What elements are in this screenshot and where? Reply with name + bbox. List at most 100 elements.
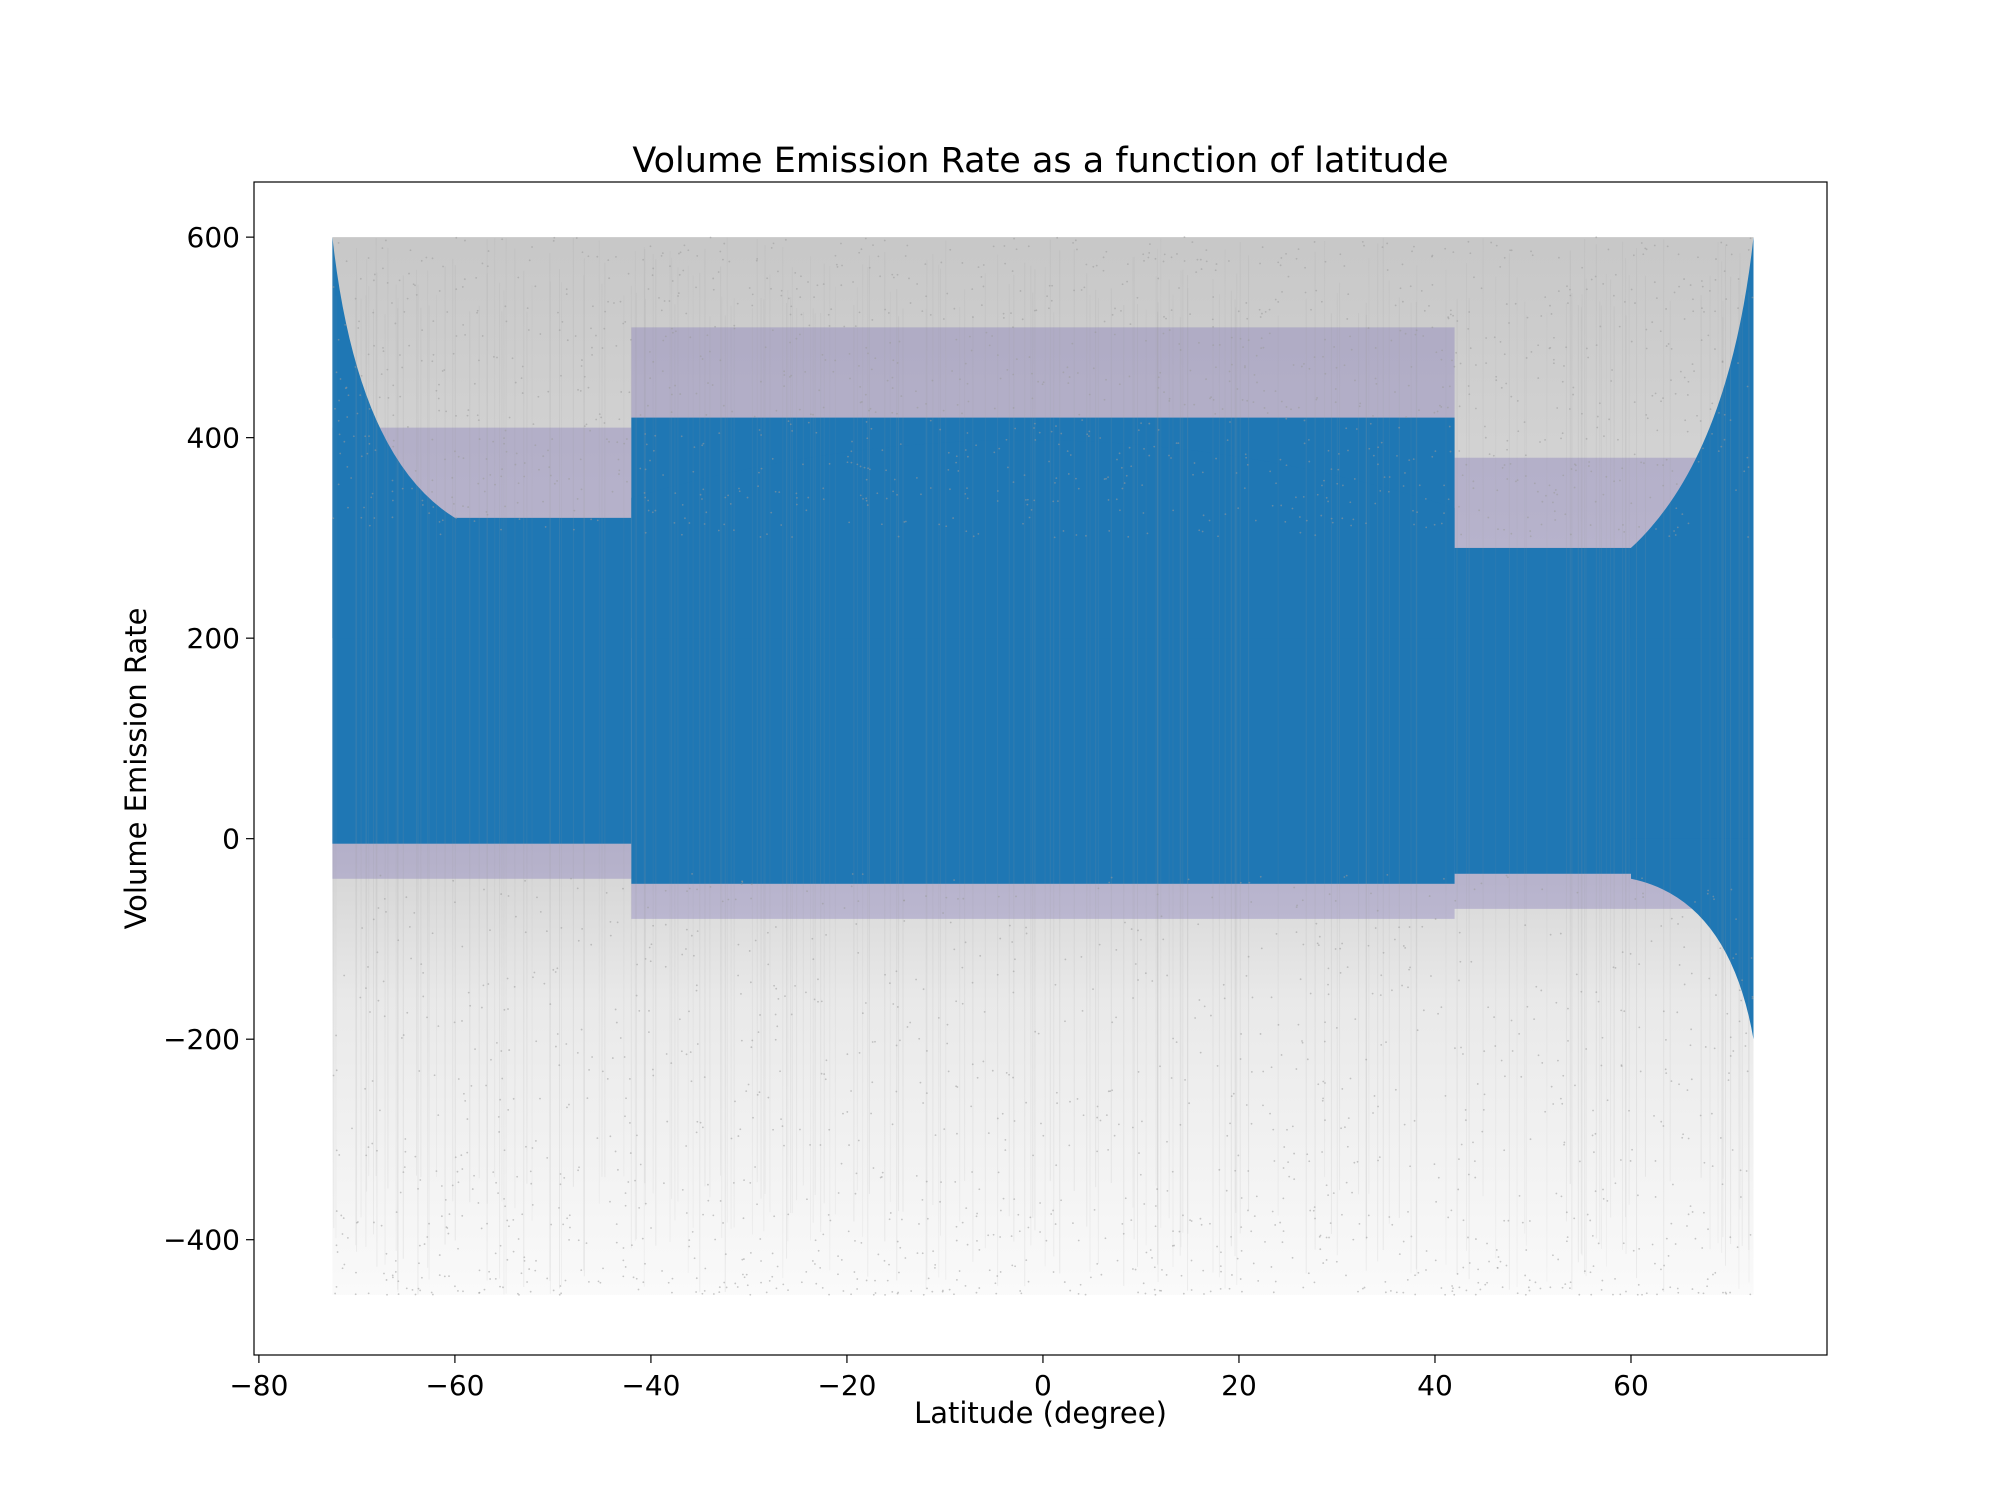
scatter-point xyxy=(1737,307,1739,310)
scatter-point xyxy=(553,482,556,485)
scatter-point xyxy=(1660,925,1663,927)
scatter-point xyxy=(580,488,583,491)
scatter-point xyxy=(1448,425,1451,428)
scatter-point xyxy=(683,244,686,247)
scatter-point xyxy=(972,535,975,538)
scatter-point xyxy=(1200,268,1203,270)
scatter-point xyxy=(1096,1150,1099,1153)
scatter-point xyxy=(1054,481,1056,484)
scatter-point xyxy=(964,362,967,365)
scatter-point xyxy=(1179,1123,1182,1126)
scatter-point xyxy=(1303,362,1305,365)
scatter-point xyxy=(1371,992,1374,995)
scatter-point xyxy=(868,468,871,471)
scatter-point xyxy=(1567,1007,1569,1010)
scatter-point xyxy=(1354,379,1356,382)
scatter-point xyxy=(591,305,594,308)
scatter-point xyxy=(1533,1018,1536,1021)
scatter-point xyxy=(891,1123,894,1126)
scatter-point xyxy=(1453,1293,1456,1296)
scatter-point xyxy=(1624,300,1626,303)
scatter-point xyxy=(1228,370,1231,373)
scatter-point xyxy=(384,239,387,242)
scatter-point xyxy=(1683,946,1686,949)
scatter-point xyxy=(1749,237,1752,240)
scatter-point xyxy=(865,499,868,502)
scatter-point xyxy=(1520,1075,1523,1078)
scatter-point xyxy=(455,414,457,417)
scatter-point xyxy=(1114,307,1116,310)
scatter-point xyxy=(366,452,369,455)
scatter-point xyxy=(1470,960,1473,963)
scatter-point xyxy=(1485,362,1488,365)
scatter-point xyxy=(664,965,667,968)
scatter-point xyxy=(1347,293,1350,296)
scatter-point xyxy=(1443,484,1446,487)
scatter-point xyxy=(1518,1194,1521,1197)
scatter-point xyxy=(978,1188,981,1191)
scatter-point xyxy=(667,1281,670,1284)
scatter-point xyxy=(906,244,909,247)
scatter-point xyxy=(551,438,554,440)
scatter-point xyxy=(1166,974,1169,977)
scatter-point xyxy=(1557,290,1560,293)
scatter-point xyxy=(955,1000,958,1003)
scatter-point xyxy=(1440,406,1443,408)
scatter-point xyxy=(1561,1102,1564,1105)
scatter-point xyxy=(1561,380,1564,383)
scatter-point xyxy=(1301,1041,1304,1044)
scatter-point xyxy=(874,411,877,414)
scatter-point xyxy=(364,1087,367,1090)
scatter-point xyxy=(956,1278,958,1281)
scatter-point xyxy=(421,504,424,506)
scatter-point xyxy=(1370,892,1372,895)
scatter-point xyxy=(347,394,350,397)
scatter-point xyxy=(607,300,610,303)
scatter-point xyxy=(1714,1271,1717,1274)
scatter-point xyxy=(1268,308,1271,311)
scatter-point xyxy=(558,1206,560,1209)
scatter-point xyxy=(728,260,731,263)
scatter-point xyxy=(828,1128,831,1131)
scatter-point xyxy=(1344,1126,1346,1129)
scatter-point xyxy=(1244,453,1247,456)
scatter-point xyxy=(639,467,642,470)
scatter-point xyxy=(1416,1029,1419,1032)
scatter-point xyxy=(556,967,559,970)
scatter-point xyxy=(1730,888,1733,891)
scatter-point xyxy=(1363,1286,1366,1289)
scatter-point xyxy=(1052,1271,1055,1273)
scatter-point xyxy=(757,1031,760,1034)
scatter-point xyxy=(1665,308,1667,310)
scatter-point xyxy=(1365,1236,1368,1239)
scatter-point xyxy=(1309,992,1312,995)
scatter-point xyxy=(478,359,480,362)
scatter-point xyxy=(947,1070,950,1073)
scatter-point xyxy=(1483,1050,1486,1053)
scatter-point xyxy=(848,352,851,355)
scatter-point xyxy=(681,533,683,536)
y-tick-label: 200 xyxy=(187,622,240,655)
scatter-point xyxy=(1105,250,1108,253)
scatter-point xyxy=(1713,898,1715,901)
scatter-point xyxy=(954,1181,957,1183)
scatter-point xyxy=(1076,372,1079,374)
scatter-point xyxy=(1198,341,1200,344)
scatter-point xyxy=(1634,898,1637,900)
scatter-point xyxy=(1277,261,1280,264)
scatter-point xyxy=(1050,430,1053,433)
scatter-point xyxy=(1541,888,1544,891)
scatter-point xyxy=(596,1137,599,1140)
scatter-point xyxy=(1270,1266,1273,1268)
scatter-point xyxy=(606,1077,609,1080)
scatter-point xyxy=(1064,1020,1066,1023)
scatter-point xyxy=(412,283,415,286)
scatter-point xyxy=(1077,1239,1080,1242)
scatter-point xyxy=(1317,1083,1320,1086)
scatter-point xyxy=(1261,312,1263,315)
scatter-point xyxy=(1240,1249,1243,1252)
scatter-point xyxy=(1631,1148,1633,1151)
scatter-point xyxy=(712,1214,715,1217)
scatter-point xyxy=(682,269,685,272)
